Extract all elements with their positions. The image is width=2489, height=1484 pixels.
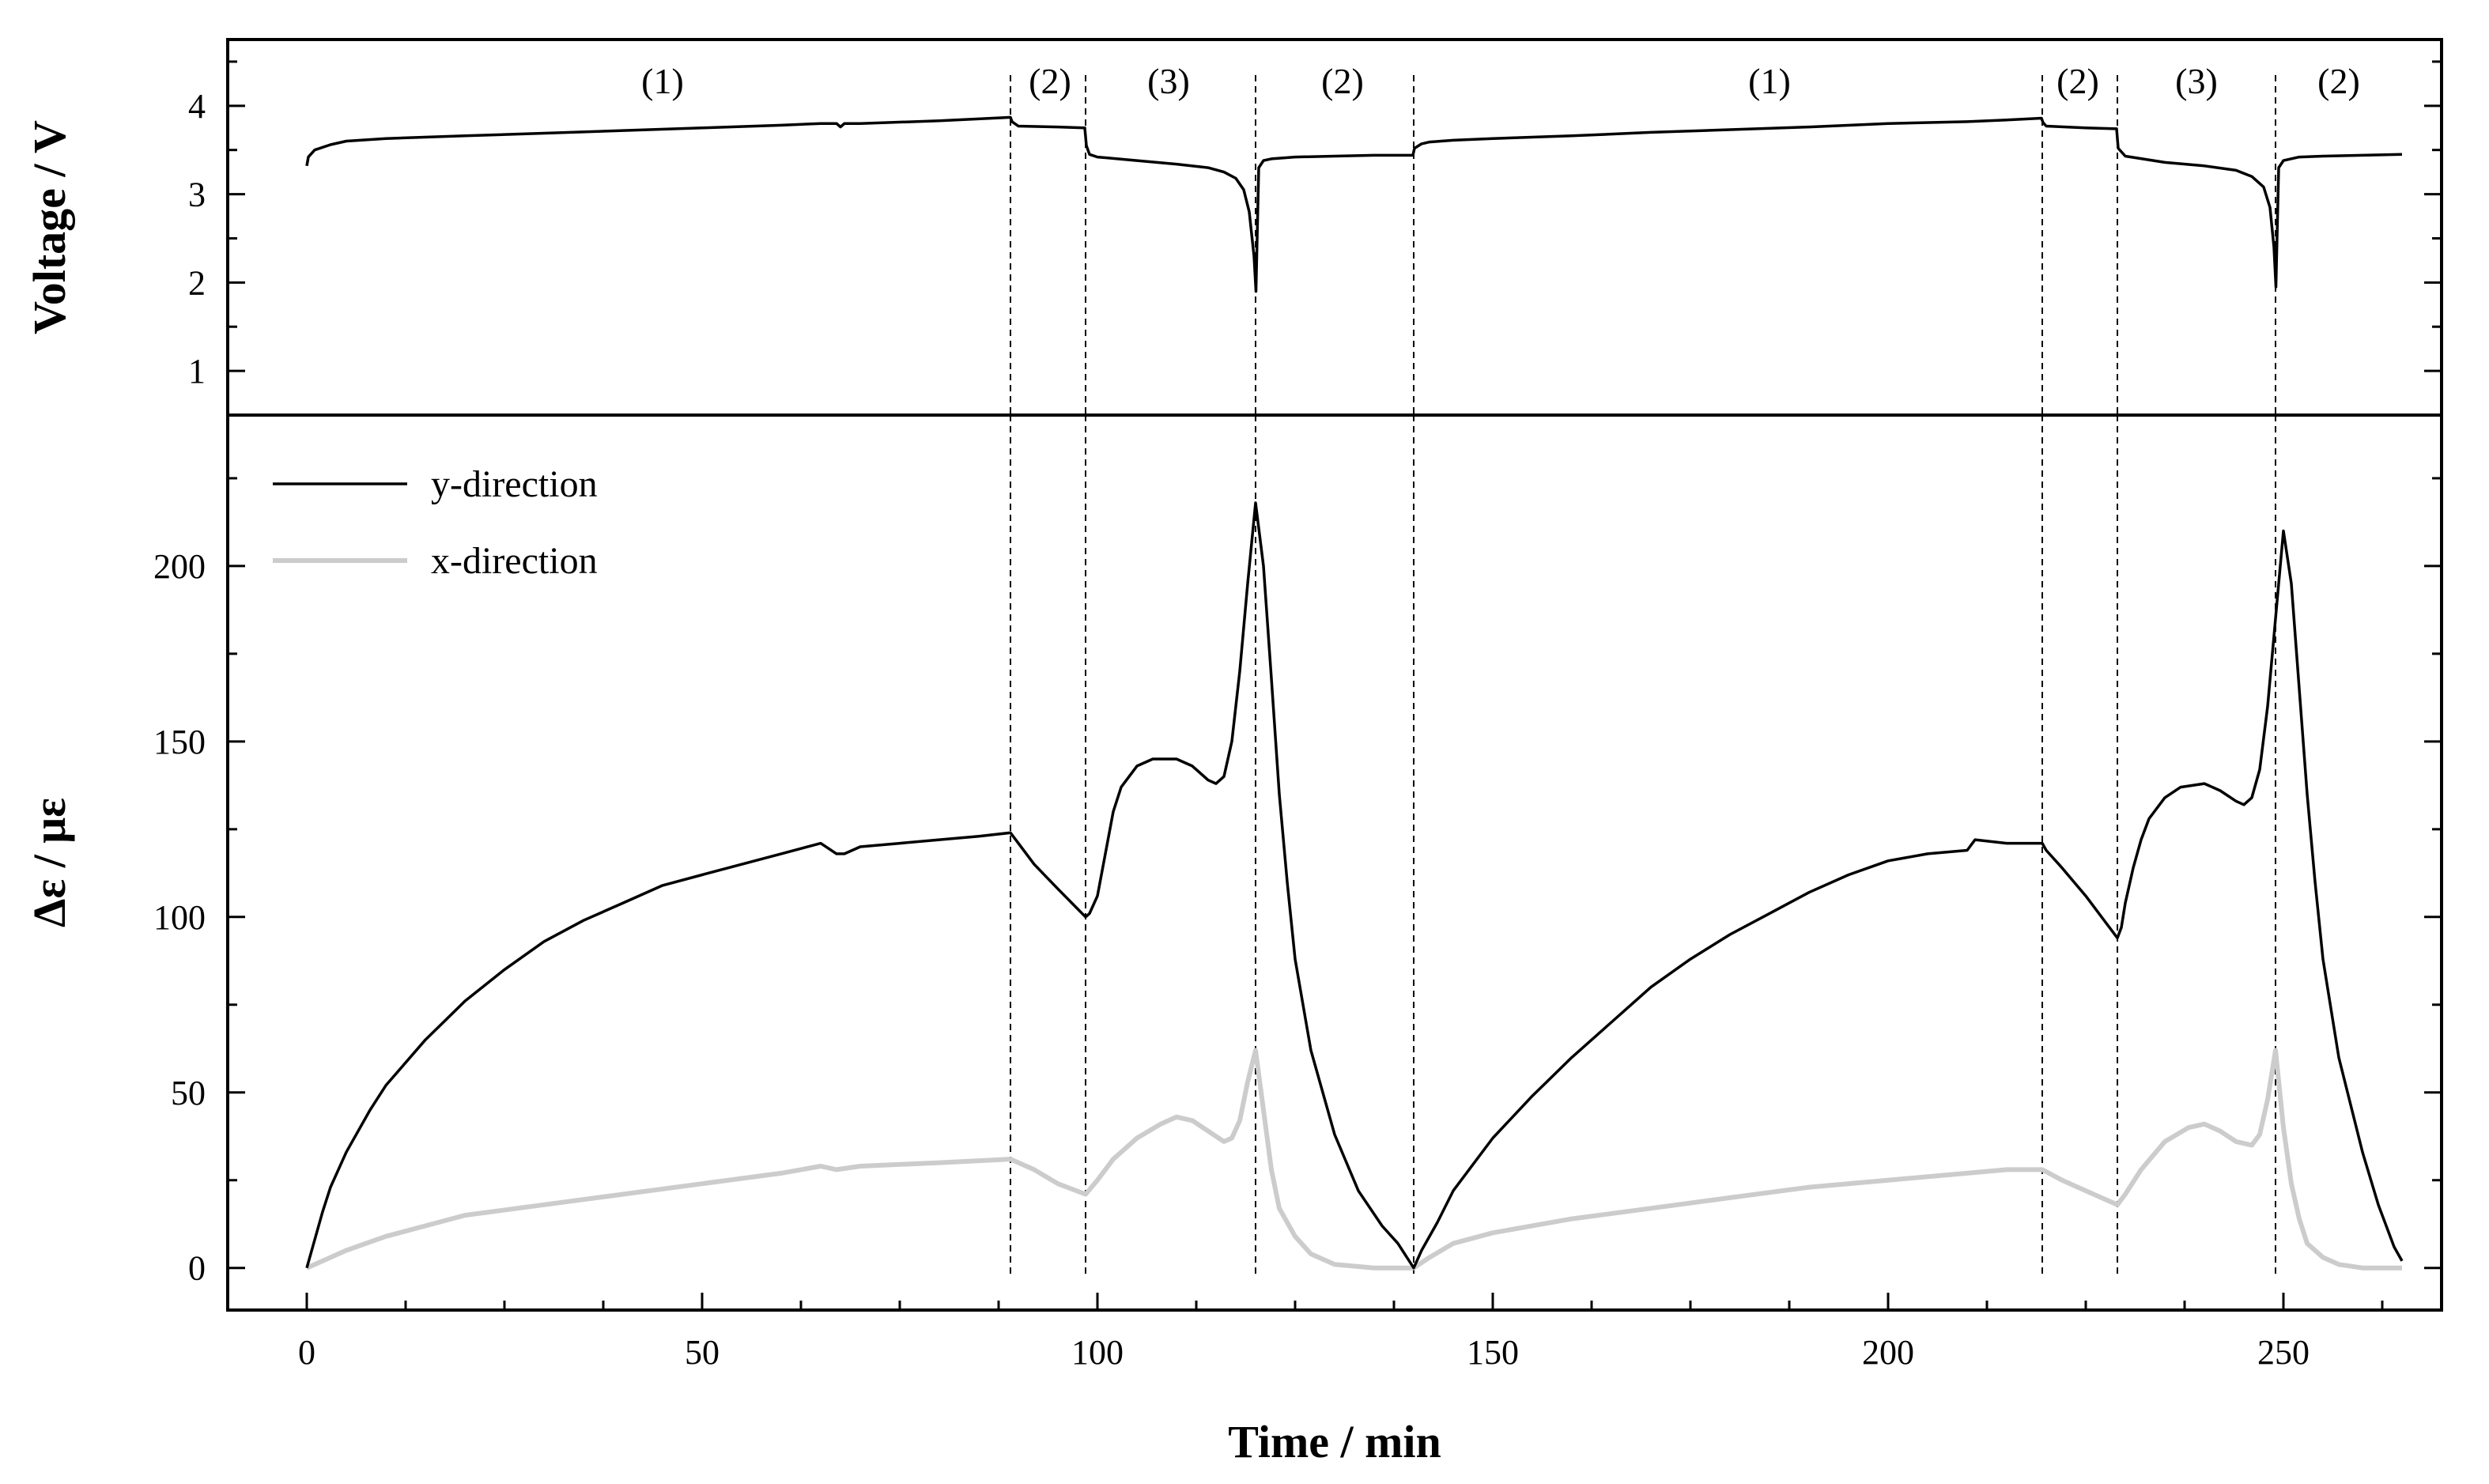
- phase-label: (2): [2057, 61, 2099, 101]
- x-tick-label: 50: [685, 1333, 720, 1372]
- x-tick-label: 200: [1862, 1333, 1914, 1372]
- y-tick-label: 0: [188, 1249, 206, 1288]
- phase-label: (2): [1321, 61, 1364, 101]
- plot-frame: [226, 38, 2443, 1312]
- legend-label: x-direction: [431, 540, 598, 582]
- phase-label: (3): [1147, 61, 1190, 101]
- x-tick-label: 100: [1071, 1333, 1124, 1372]
- strain-panel: 0 50 100 150 200 Δε / με 0 50 100 150 200 250 Time /…: [24, 415, 2442, 1467]
- y-tick-label: 3: [188, 176, 206, 214]
- phase-label: (2): [2317, 61, 2360, 101]
- y-tick-label: 100: [153, 898, 206, 937]
- y-axis-title: Voltage / V: [24, 120, 75, 334]
- phase-label: (1): [1748, 61, 1791, 101]
- y-axis-title: Δε / με: [24, 798, 75, 927]
- y-tick-label: 150: [153, 723, 206, 761]
- x-tick-label: 0: [298, 1333, 315, 1372]
- x-tick-label: 250: [2257, 1333, 2310, 1372]
- legend-label: y-direction: [431, 463, 598, 505]
- phase-label: (2): [1029, 61, 1071, 101]
- y-tick-label: 1: [188, 352, 206, 391]
- series-line-voltage: [305, 115, 2403, 293]
- phase-label: (1): [641, 61, 684, 101]
- x-axis-title: Time / min: [1228, 1416, 1441, 1467]
- series-line-y-direction: [305, 501, 2404, 1270]
- y-tick-label: 2: [188, 263, 206, 302]
- x-tick-label: 150: [1467, 1333, 1519, 1372]
- y-tick-label: 50: [171, 1074, 206, 1112]
- y-tick-label: 200: [153, 547, 206, 586]
- phase-label: (3): [2175, 61, 2218, 101]
- series-line-x-direction: [305, 1048, 2402, 1271]
- voltage-panel: 1 2 3 4 Voltage / V (1) (2) (3) (2) (1) (2) (3) (2): [24, 60, 2442, 417]
- y-tick-label: 4: [188, 87, 206, 126]
